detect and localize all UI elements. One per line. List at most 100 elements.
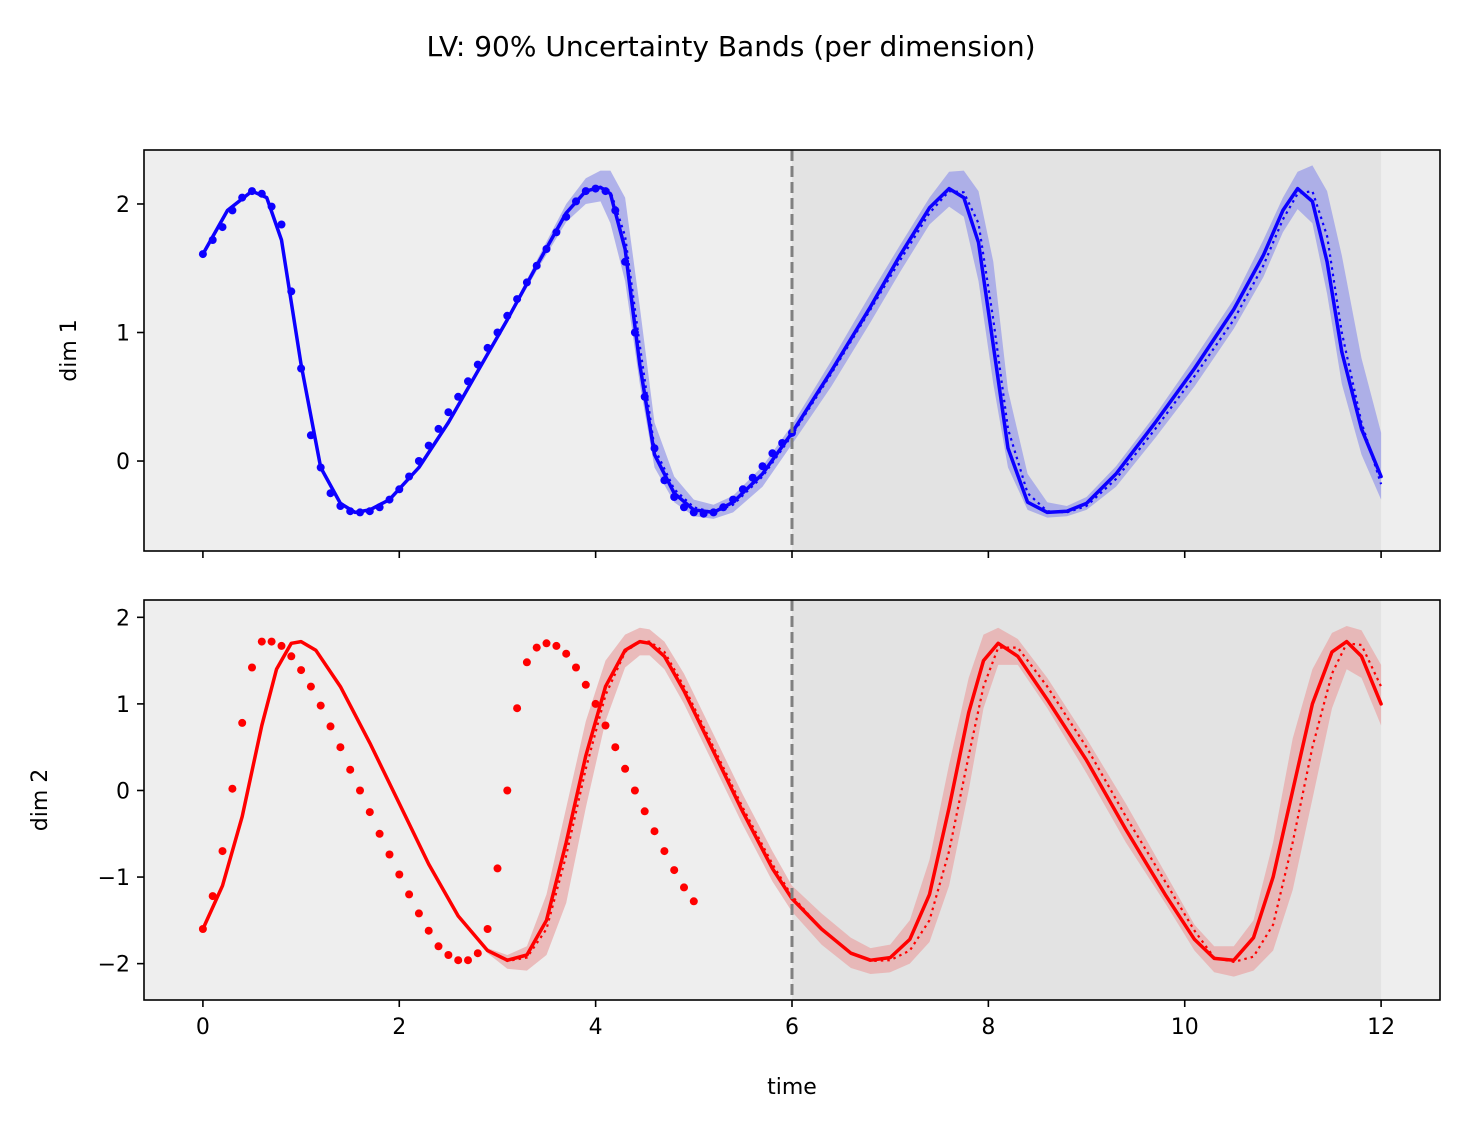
observation-point [542,245,551,253]
observation-point [729,495,738,504]
observation-point [424,926,433,935]
observation-point [336,743,345,752]
observation-point [650,444,659,453]
observation-point [660,476,669,485]
observation-point [503,786,512,795]
observation-point [552,641,561,650]
observation-point [601,721,610,730]
observation-point [719,503,728,512]
observation-point [503,311,512,320]
observation-point [601,187,610,196]
observation-point [532,261,541,270]
observation-point [522,278,531,287]
observation-point [630,786,639,795]
observation-point [738,485,747,494]
x-tick-label: 10 [1171,1015,1199,1040]
observation-point [562,212,571,221]
observation-point [306,431,315,440]
observation-point [562,649,571,658]
observation-point [405,890,414,899]
observation-point [532,643,541,652]
y-tick-label: 2 [116,193,130,218]
x-tick-label: 6 [785,1015,799,1040]
observation-point [434,942,443,951]
observation-point [257,637,266,646]
observation-point [218,223,227,232]
observation-point [700,0,708,4]
observation-point [228,784,237,793]
observation-point [689,508,698,517]
y-tick-label: 0 [116,779,130,804]
observation-point [198,925,207,933]
observation-point [444,408,453,417]
observation-point [473,360,482,369]
observation-point [572,663,580,672]
observation-point [709,508,718,517]
observation-point [434,424,443,433]
observation-point [218,847,227,856]
observation-point [483,925,492,933]
observation-point [277,641,286,650]
observation-point [257,189,266,198]
observation-point [778,439,787,447]
observation-point [650,827,659,836]
observation-point [444,951,453,959]
observation-point [749,0,757,4]
y-tick-label: 1 [116,693,130,718]
observation-point [581,187,590,196]
observation-point [670,866,679,875]
observation-point [572,197,580,206]
observation-point [424,441,433,450]
observation-point [228,206,237,215]
observation-point [670,493,679,501]
observation-point [680,503,688,512]
observation-point [621,257,630,266]
observation-point [326,489,335,498]
observation-point [306,682,315,691]
observation-point [464,377,472,386]
true-trajectory-line [201,639,1383,962]
y-tick-label: 1 [116,322,130,347]
x-tick-label: 0 [196,1015,210,1040]
observation-point [208,236,217,244]
observation-point [385,850,394,859]
observation-point [729,0,737,4]
observation-point [739,0,747,4]
observation-point [346,765,355,774]
observation-point [346,507,355,516]
observation-point [238,718,247,727]
observation-point [542,639,551,648]
observation-point [581,680,590,689]
x-tick-label: 12 [1367,1015,1395,1040]
observation-point [454,392,463,401]
observation-point [454,956,463,965]
observation-point [493,328,502,337]
observation-point [248,663,256,672]
observation-point [267,202,276,211]
observation-point [356,786,364,795]
observation-point [768,449,777,458]
observation-point [513,295,522,304]
observation-point [316,701,325,710]
observation-point [611,743,620,752]
y-axis-label: dim 2 [28,769,53,832]
observation-point [277,220,286,229]
observation-point [778,0,786,4]
observation-point [395,870,404,879]
observation-point [375,503,384,512]
observation-point [248,187,256,196]
observation-point [640,807,649,816]
observation-point [287,652,296,661]
observation-point [385,495,394,504]
observation-point [552,228,561,237]
observation-point [483,343,492,352]
observation-point [699,509,708,518]
y-axis-label: dim 1 [57,319,82,382]
observation-point [316,463,325,472]
observation-point [414,909,423,918]
observation-point [297,364,306,373]
observation-point [356,508,364,517]
x-axis-label: time [767,1075,817,1100]
